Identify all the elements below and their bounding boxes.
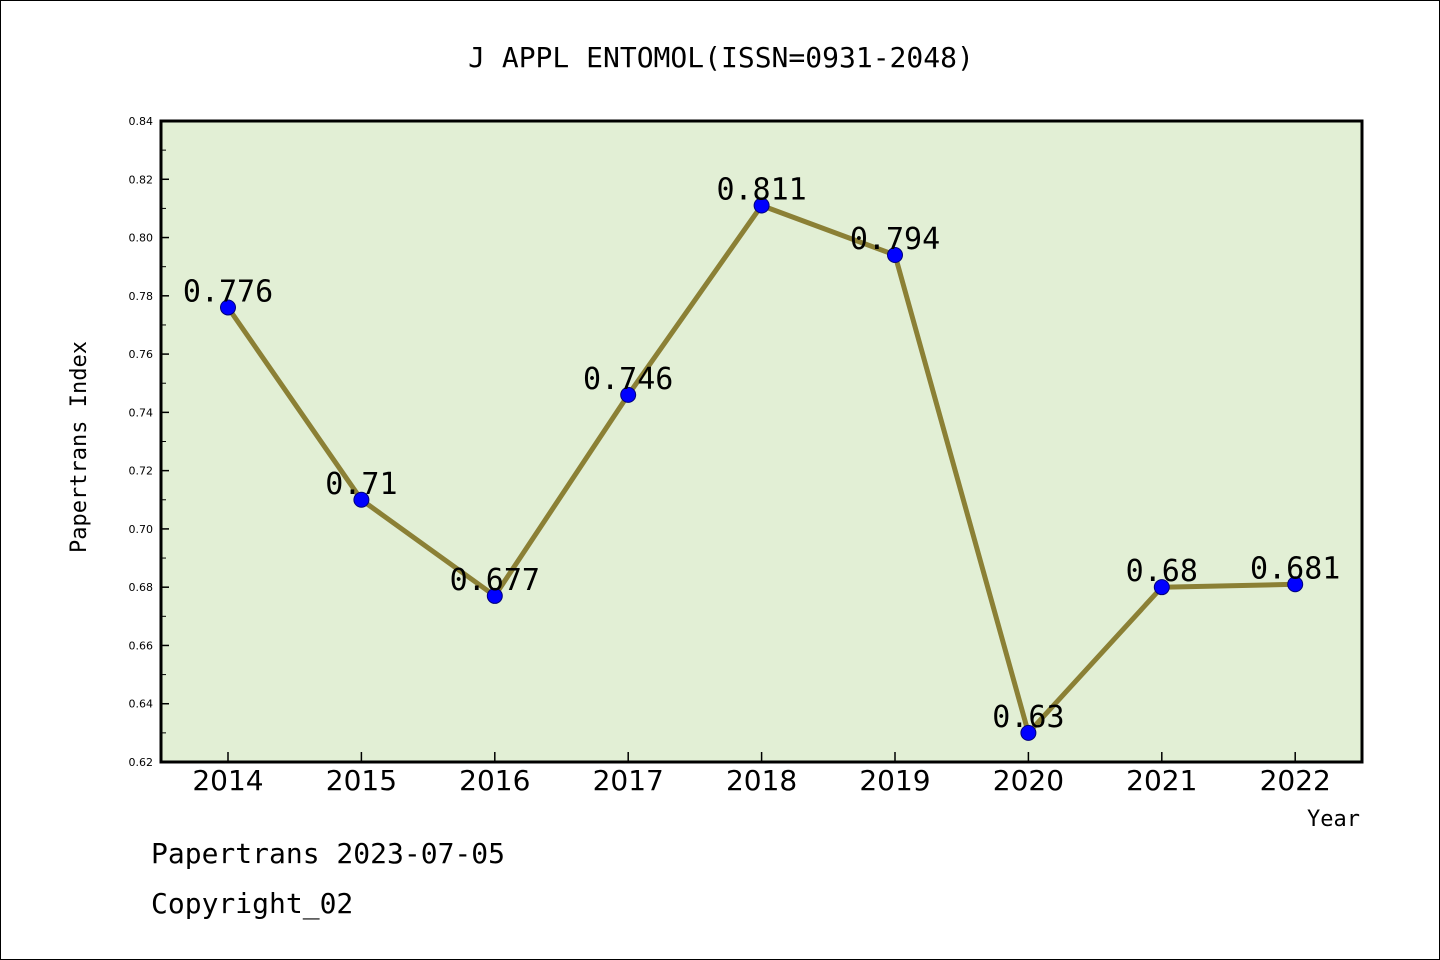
y-tick-label: 0.64 [129,698,154,711]
y-tick-label: 0.78 [129,290,154,303]
data-label: 0.681 [1250,551,1340,586]
y-tick-label: 0.76 [129,348,154,361]
y-tick-label: 0.62 [129,756,154,769]
x-tick-label: 2018 [726,764,797,797]
footer-date-text: Papertrans 2023-07-05 [151,837,506,870]
chart-title: J APPL ENTOMOL(ISSN=0931-2048) [468,41,974,74]
x-axis-label: Year [1307,807,1360,832]
y-tick-label: 0.84 [129,115,154,128]
x-tick-label: 2020 [993,764,1064,797]
data-labels: 0.776 0.71 0.677 0.746 0.811 0.794 0.63 0.68 0.6… [183,172,1341,734]
data-point [1287,576,1304,593]
y-tick-label: 0.66 [129,639,154,652]
y-tick-label: 0.72 [129,465,154,478]
x-tick-label: 2021 [1126,764,1197,797]
x-axis-ticks: 2014 2015 2016 2017 2018 2019 2020 2021 2022 [192,752,1331,797]
data-label: 0.794 [850,222,940,257]
data-label: 0.68 [1126,554,1198,589]
data-label: 0.746 [583,362,673,397]
data-point [620,386,637,403]
x-tick-label: 2022 [1260,764,1331,797]
y-axis-label: Papertrans Index [67,341,92,553]
x-tick-label: 2019 [859,764,930,797]
x-tick-label: 2014 [192,764,263,797]
data-point [753,197,770,214]
data-point [353,491,370,508]
y-tick-label: 0.68 [129,581,154,594]
y-tick-label: 0.80 [129,232,154,245]
data-label: 0.677 [450,563,540,598]
data-label: 0.71 [325,467,397,502]
data-label: 0.63 [992,700,1064,735]
x-tick-label: 2015 [326,764,397,797]
data-label: 0.776 [183,274,273,309]
data-point [1020,724,1037,741]
data-point [486,587,503,604]
y-tick-label: 0.74 [129,406,154,419]
data-points [220,197,1304,741]
data-point [220,299,236,316]
y-tick-label: 0.70 [129,523,154,536]
y-axis-ticks: 0.62 0.64 0.66 0.68 0.70 0.72 0.74 0.76 0.78 0.80… [129,115,169,769]
plot-area [159,119,1364,764]
x-tick-label: 2017 [593,764,664,797]
y-tick-label: 0.82 [129,173,154,186]
data-point [887,247,903,264]
x-tick-label: 2016 [459,764,530,797]
data-point [1153,579,1170,596]
data-label: 0.811 [716,172,806,207]
footer-copyright-text: Copyright_02 [151,887,354,920]
